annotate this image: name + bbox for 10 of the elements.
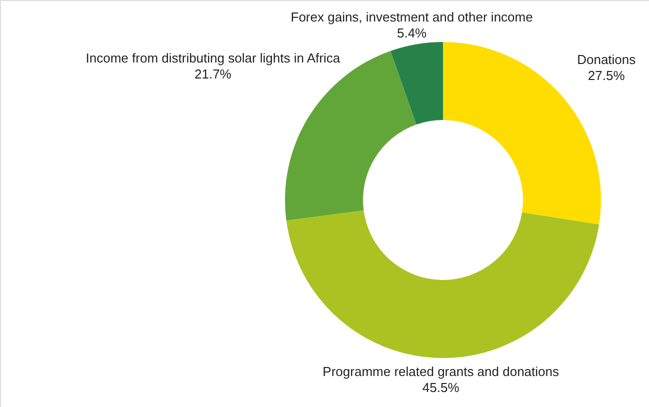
donut-slice <box>286 210 600 358</box>
data-label: 5.4% <box>396 26 428 41</box>
donut-slice <box>390 42 443 125</box>
data-label: 21.7% <box>194 66 232 82</box>
data-label: 45.5% <box>422 380 460 395</box>
slice-label: Programme related grants and donations <box>322 364 560 379</box>
data-label: 27.5% <box>588 68 626 84</box>
slice-label: Forex gains, investment and other income <box>290 10 533 25</box>
slice-label: Donations <box>577 52 636 68</box>
slice-label: Income from distributing solar lights in Africa <box>86 50 341 66</box>
